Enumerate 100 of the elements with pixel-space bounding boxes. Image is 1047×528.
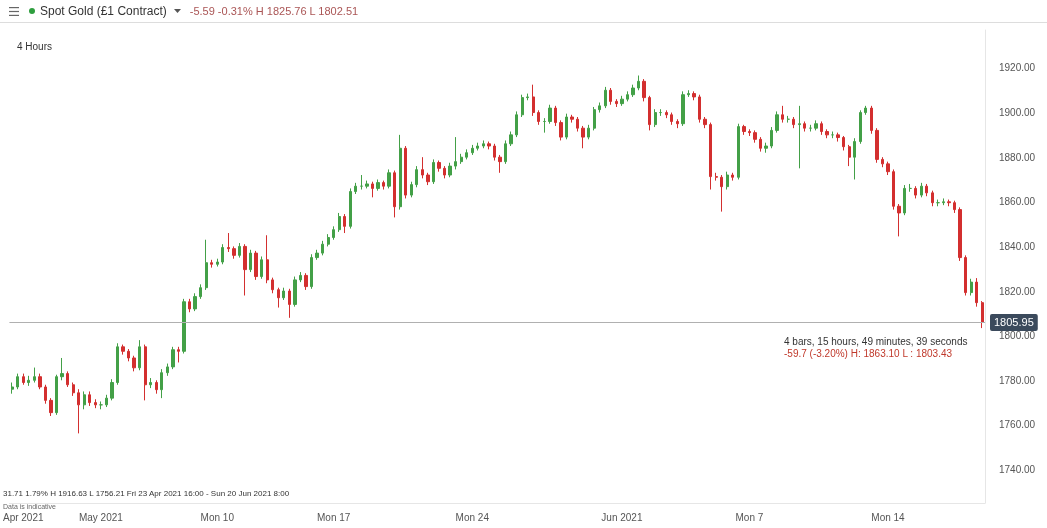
candlestick bbox=[742, 124, 746, 136]
candlestick bbox=[55, 374, 58, 416]
candlestick bbox=[775, 110, 779, 134]
candlestick bbox=[526, 93, 529, 101]
candlestick bbox=[410, 181, 413, 198]
candlestick bbox=[942, 197, 945, 206]
candlestick bbox=[332, 225, 335, 241]
candlestick bbox=[482, 139, 485, 149]
candlestick bbox=[537, 109, 540, 126]
y-tick-label: 1780.00 bbox=[999, 374, 1036, 386]
candlestick bbox=[238, 242, 241, 259]
candlestick bbox=[260, 255, 263, 280]
candlestick bbox=[216, 258, 219, 267]
candlestick bbox=[814, 119, 818, 131]
candlestick bbox=[138, 339, 141, 371]
candlestick bbox=[581, 125, 585, 149]
candlestick bbox=[709, 122, 712, 191]
candlestick bbox=[859, 109, 862, 145]
candlestick bbox=[310, 253, 313, 290]
candlestick bbox=[770, 126, 773, 149]
candlestick bbox=[958, 206, 962, 262]
x-tick-label: Mon 24 bbox=[455, 511, 490, 523]
x-tick-label: May 2021 bbox=[78, 511, 124, 523]
candlestick bbox=[72, 382, 75, 397]
candlestick bbox=[892, 168, 895, 211]
candlestick bbox=[870, 105, 873, 135]
candlestick bbox=[970, 278, 973, 296]
y-tick-label: 1840.00 bbox=[999, 240, 1036, 252]
chart-subtitle: -5.59 -0.31% H 1825.76 L 1802.51 bbox=[189, 5, 359, 17]
candlestick bbox=[171, 346, 175, 370]
candlestick bbox=[931, 190, 934, 207]
candlestick bbox=[144, 344, 147, 401]
candlestick bbox=[509, 131, 513, 147]
candlestick bbox=[415, 165, 418, 188]
candlestick bbox=[920, 182, 923, 198]
candlestick bbox=[504, 139, 507, 165]
candlestick bbox=[83, 390, 86, 410]
candlestick bbox=[681, 90, 685, 127]
candlestick bbox=[49, 397, 53, 417]
candlestick bbox=[864, 105, 867, 116]
y-tick-label: 1900.00 bbox=[999, 107, 1036, 119]
x-tick-label: Apr 2021 bbox=[2, 511, 44, 523]
candlestick bbox=[193, 292, 197, 312]
y-tick-label: 1860.00 bbox=[999, 196, 1036, 208]
candlestick bbox=[38, 373, 42, 390]
candlestick bbox=[698, 94, 701, 124]
candlestick bbox=[399, 134, 402, 211]
candlestick bbox=[360, 174, 363, 191]
annotation: 4 Hours bbox=[17, 40, 53, 52]
candlestick bbox=[321, 240, 324, 256]
candlestick bbox=[559, 119, 563, 141]
candlestick bbox=[476, 142, 479, 151]
candlestick bbox=[448, 162, 452, 178]
y-tick-label: 1880.00 bbox=[999, 151, 1036, 163]
candlestick bbox=[460, 153, 463, 165]
candlestick bbox=[570, 114, 574, 124]
candlestick bbox=[266, 234, 269, 284]
candlestick bbox=[254, 250, 258, 281]
candlestick bbox=[304, 272, 308, 291]
candlestick bbox=[432, 158, 435, 185]
candlestick bbox=[620, 95, 624, 107]
candlestick bbox=[703, 116, 707, 129]
y-tick-label: 1760.00 bbox=[999, 419, 1036, 431]
candlestick bbox=[953, 200, 956, 214]
annotation: 31.71 1.79% H 1916.63 L 1756.21 Fri 23 Apr 2021 16:00 - Sun 20 Jun 2021 8:00 bbox=[3, 488, 290, 498]
candlestick bbox=[199, 283, 202, 300]
candlestick bbox=[393, 170, 396, 218]
candlestick bbox=[836, 132, 840, 143]
candlestick bbox=[692, 90, 696, 101]
candlestick bbox=[66, 370, 69, 388]
candlestick bbox=[521, 94, 524, 118]
candlestick bbox=[548, 104, 552, 125]
candlestick bbox=[110, 378, 114, 401]
candlestick bbox=[493, 143, 496, 162]
candlestick bbox=[781, 105, 784, 124]
candlestick bbox=[443, 165, 446, 179]
chart-title: Spot Gold (£1 Contract) bbox=[40, 4, 167, 18]
candlestick bbox=[94, 398, 97, 409]
x-tick-label: Mon 10 bbox=[200, 511, 235, 523]
candlestick bbox=[731, 172, 734, 182]
candlestick bbox=[654, 108, 657, 128]
candlestick bbox=[11, 382, 14, 395]
candlestick bbox=[437, 160, 441, 173]
candlestick bbox=[22, 373, 25, 386]
candlestick bbox=[205, 239, 208, 291]
candlestick bbox=[753, 129, 757, 144]
candlestick bbox=[748, 128, 751, 137]
candlestick bbox=[77, 388, 80, 434]
candlestick bbox=[221, 243, 224, 265]
y-tick-label: 1820.00 bbox=[999, 285, 1036, 297]
x-tick-label: Mon 17 bbox=[317, 511, 351, 523]
candlestick bbox=[825, 128, 829, 139]
candlestick bbox=[160, 368, 163, 399]
candlestick bbox=[60, 357, 64, 381]
candlestick bbox=[387, 168, 391, 189]
candlestick bbox=[27, 375, 30, 387]
candlestick bbox=[615, 98, 618, 108]
candlestick bbox=[604, 86, 607, 109]
candlestick bbox=[282, 287, 285, 301]
candlestick bbox=[315, 249, 319, 261]
